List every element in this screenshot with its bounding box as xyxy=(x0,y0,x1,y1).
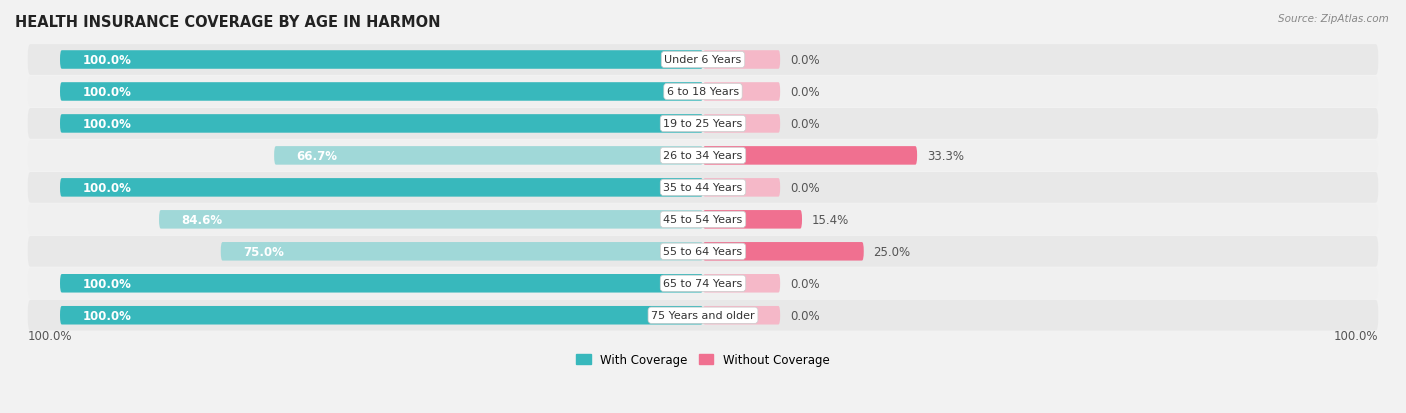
FancyBboxPatch shape xyxy=(28,45,1378,76)
FancyBboxPatch shape xyxy=(28,300,1378,331)
Text: 0.0%: 0.0% xyxy=(790,86,820,99)
Text: 33.3%: 33.3% xyxy=(927,150,963,162)
FancyBboxPatch shape xyxy=(703,306,780,325)
Text: 19 to 25 Years: 19 to 25 Years xyxy=(664,119,742,129)
FancyBboxPatch shape xyxy=(703,211,801,229)
Text: 84.6%: 84.6% xyxy=(181,214,222,226)
FancyBboxPatch shape xyxy=(60,83,703,102)
Text: 0.0%: 0.0% xyxy=(790,181,820,195)
Text: 66.7%: 66.7% xyxy=(297,150,337,162)
Text: 0.0%: 0.0% xyxy=(790,118,820,131)
Text: Under 6 Years: Under 6 Years xyxy=(665,55,741,65)
FancyBboxPatch shape xyxy=(28,141,1378,171)
FancyBboxPatch shape xyxy=(60,306,703,325)
Text: 0.0%: 0.0% xyxy=(790,277,820,290)
Text: 6 to 18 Years: 6 to 18 Years xyxy=(666,87,740,97)
Text: 100.0%: 100.0% xyxy=(83,181,131,195)
FancyBboxPatch shape xyxy=(28,236,1378,267)
Text: 35 to 44 Years: 35 to 44 Years xyxy=(664,183,742,193)
FancyBboxPatch shape xyxy=(159,211,703,229)
Text: 0.0%: 0.0% xyxy=(790,54,820,67)
Text: 15.4%: 15.4% xyxy=(811,214,849,226)
FancyBboxPatch shape xyxy=(28,173,1378,203)
Text: 100.0%: 100.0% xyxy=(28,329,72,342)
FancyBboxPatch shape xyxy=(28,268,1378,299)
Text: 100.0%: 100.0% xyxy=(83,54,131,67)
Text: 55 to 64 Years: 55 to 64 Years xyxy=(664,247,742,257)
FancyBboxPatch shape xyxy=(703,51,780,70)
FancyBboxPatch shape xyxy=(60,51,703,70)
FancyBboxPatch shape xyxy=(703,115,780,133)
FancyBboxPatch shape xyxy=(703,83,780,102)
FancyBboxPatch shape xyxy=(703,274,780,293)
Text: 75.0%: 75.0% xyxy=(243,245,284,258)
FancyBboxPatch shape xyxy=(703,242,863,261)
FancyBboxPatch shape xyxy=(703,179,780,197)
FancyBboxPatch shape xyxy=(221,242,703,261)
FancyBboxPatch shape xyxy=(28,77,1378,107)
Text: 0.0%: 0.0% xyxy=(790,309,820,322)
Text: HEALTH INSURANCE COVERAGE BY AGE IN HARMON: HEALTH INSURANCE COVERAGE BY AGE IN HARM… xyxy=(15,15,440,30)
Legend: With Coverage, Without Coverage: With Coverage, Without Coverage xyxy=(572,349,834,371)
Text: 25.0%: 25.0% xyxy=(873,245,911,258)
Text: 100.0%: 100.0% xyxy=(1334,329,1378,342)
FancyBboxPatch shape xyxy=(274,147,703,165)
Text: 75 Years and older: 75 Years and older xyxy=(651,311,755,320)
FancyBboxPatch shape xyxy=(28,109,1378,140)
Text: 100.0%: 100.0% xyxy=(83,118,131,131)
FancyBboxPatch shape xyxy=(60,179,703,197)
FancyBboxPatch shape xyxy=(60,115,703,133)
Text: 100.0%: 100.0% xyxy=(83,277,131,290)
FancyBboxPatch shape xyxy=(28,204,1378,235)
Text: 65 to 74 Years: 65 to 74 Years xyxy=(664,279,742,289)
Text: Source: ZipAtlas.com: Source: ZipAtlas.com xyxy=(1278,14,1389,24)
Text: 100.0%: 100.0% xyxy=(83,86,131,99)
FancyBboxPatch shape xyxy=(703,147,917,165)
Text: 26 to 34 Years: 26 to 34 Years xyxy=(664,151,742,161)
FancyBboxPatch shape xyxy=(60,274,703,293)
Text: 100.0%: 100.0% xyxy=(83,309,131,322)
Text: 45 to 54 Years: 45 to 54 Years xyxy=(664,215,742,225)
